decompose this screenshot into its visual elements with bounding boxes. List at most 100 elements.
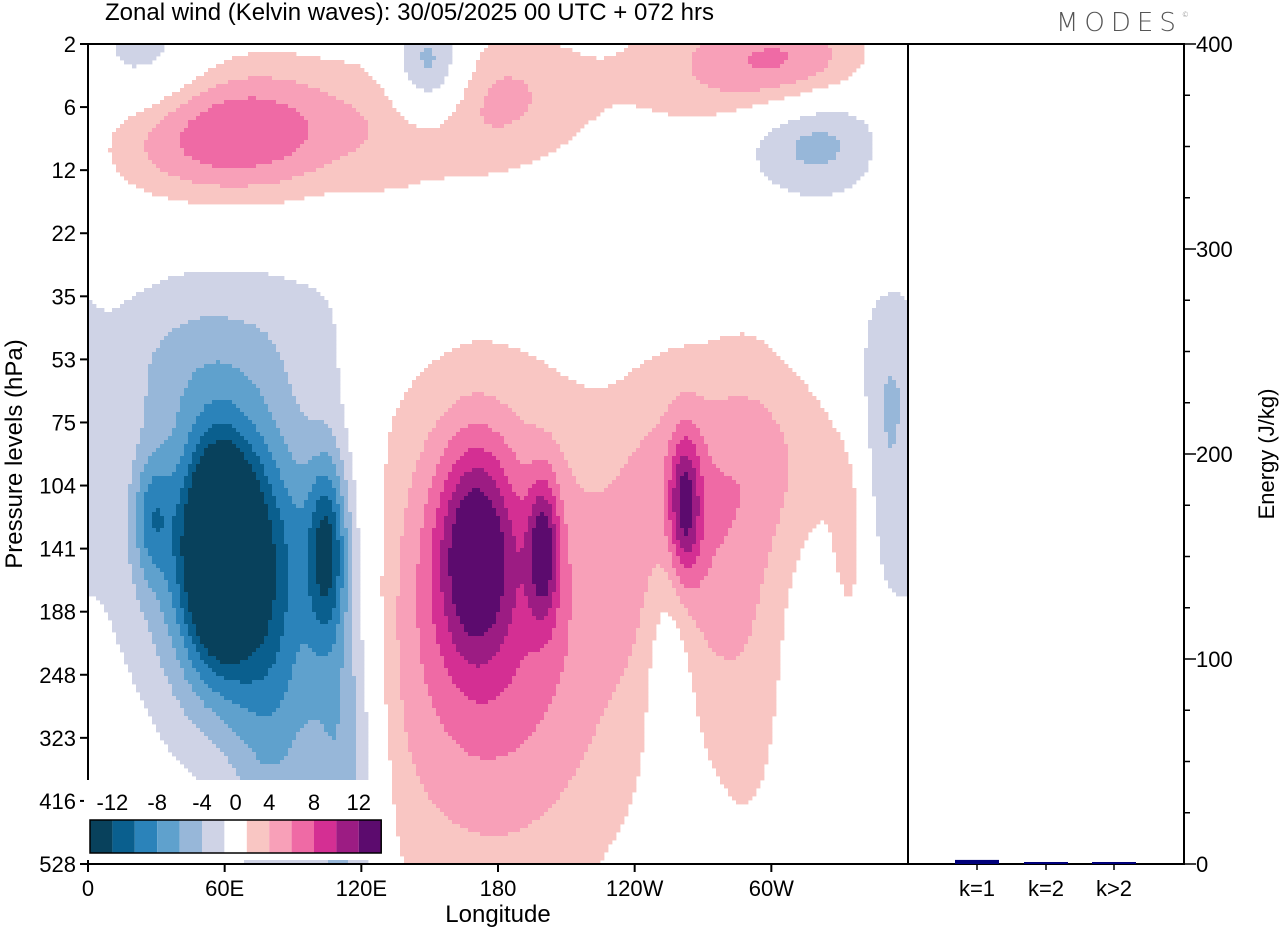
wind-cell bbox=[756, 156, 797, 161]
wind-cell bbox=[704, 536, 725, 541]
wind-cell bbox=[564, 520, 665, 525]
wind-cell bbox=[284, 436, 337, 441]
wind-cell bbox=[388, 708, 405, 713]
wind-cell bbox=[412, 384, 585, 389]
wind-cell bbox=[136, 184, 221, 189]
colorbar-label: 0 bbox=[229, 790, 241, 815]
wind-cell bbox=[152, 104, 181, 109]
colorbar-swatch bbox=[246, 820, 270, 853]
wind-cell bbox=[644, 604, 685, 609]
wind-cell bbox=[504, 504, 533, 509]
wind-cell bbox=[244, 320, 333, 325]
wind-cell bbox=[392, 780, 421, 785]
wind-cell bbox=[316, 548, 333, 553]
wind-cell bbox=[176, 420, 197, 425]
wind-cell bbox=[128, 512, 137, 517]
wind-cell bbox=[160, 600, 173, 605]
wind-cell bbox=[196, 724, 229, 729]
wind-cell bbox=[104, 604, 141, 609]
wind-cell bbox=[492, 504, 505, 509]
wind-cell bbox=[544, 712, 605, 717]
wind-cell bbox=[404, 48, 425, 53]
wind-cell bbox=[760, 164, 869, 169]
wind-cell bbox=[404, 512, 425, 517]
wind-cell bbox=[356, 744, 369, 749]
wind-cell bbox=[412, 756, 481, 761]
wind-cell bbox=[160, 508, 177, 513]
wind-cell bbox=[592, 736, 645, 741]
wind-cell bbox=[832, 48, 865, 53]
wind-cell bbox=[416, 376, 569, 381]
wind-cell bbox=[156, 528, 161, 533]
wind-cell bbox=[88, 552, 129, 557]
wind-cell bbox=[280, 704, 341, 709]
wind-cell bbox=[440, 564, 449, 569]
wind-cell bbox=[692, 516, 697, 521]
wind-cell bbox=[600, 720, 645, 725]
wind-cell bbox=[252, 380, 289, 385]
wind-cell bbox=[504, 532, 513, 537]
wind-cell bbox=[132, 296, 325, 301]
wind-cell bbox=[828, 60, 865, 65]
wind-cell bbox=[500, 524, 513, 529]
wind-cell bbox=[88, 576, 133, 581]
wind-cell bbox=[352, 636, 361, 641]
wind-cell bbox=[420, 548, 433, 553]
wind-cell bbox=[256, 452, 273, 457]
wind-cell bbox=[188, 492, 265, 497]
wind-cell bbox=[680, 516, 693, 521]
wind-cell bbox=[464, 656, 493, 661]
wind-cell bbox=[424, 784, 569, 789]
wind-cell bbox=[736, 800, 749, 805]
wind-cell bbox=[532, 96, 785, 101]
wind-cell bbox=[204, 72, 369, 77]
wind-cell bbox=[400, 404, 453, 409]
wind-cell bbox=[560, 564, 573, 569]
wind-cell bbox=[332, 736, 337, 741]
wind-cell bbox=[868, 432, 889, 437]
wind-cell bbox=[544, 496, 557, 501]
wind-cell bbox=[864, 348, 908, 353]
wind-cell bbox=[88, 308, 105, 313]
wind-cell bbox=[696, 444, 709, 449]
wind-cell bbox=[436, 636, 453, 641]
wind-cell bbox=[400, 560, 421, 565]
wind-cell bbox=[136, 532, 145, 537]
wind-cell bbox=[244, 436, 265, 441]
wind-cell bbox=[172, 552, 181, 557]
wind-cell bbox=[832, 56, 865, 61]
wind-cell bbox=[384, 536, 401, 541]
wind-cell bbox=[404, 68, 449, 73]
wind-cell bbox=[164, 116, 197, 121]
wind-cell bbox=[148, 372, 193, 377]
wind-cell bbox=[556, 568, 561, 573]
wind-cell bbox=[152, 160, 201, 165]
wind-cell bbox=[484, 116, 521, 121]
wind-cell bbox=[356, 776, 369, 781]
wind-cell bbox=[268, 448, 289, 453]
wind-cell bbox=[356, 108, 397, 113]
wind-cell bbox=[868, 424, 885, 429]
wind-cell bbox=[356, 696, 365, 701]
wind-cell bbox=[216, 64, 361, 69]
wind-cell bbox=[432, 604, 445, 609]
wind-cell bbox=[332, 616, 341, 621]
wind-cell bbox=[288, 596, 313, 601]
wind-cell bbox=[392, 420, 437, 425]
wind-cell bbox=[804, 160, 829, 165]
wind-cell bbox=[344, 612, 353, 617]
wind-cell bbox=[552, 592, 561, 597]
wind-cell bbox=[124, 652, 157, 657]
wind-cell bbox=[720, 776, 765, 781]
wind-cell bbox=[532, 732, 597, 737]
wind-cell bbox=[344, 548, 349, 553]
wind-cell bbox=[352, 648, 365, 653]
wind-cell bbox=[248, 52, 297, 57]
wind-cell bbox=[680, 580, 701, 585]
wind-cell bbox=[440, 124, 493, 129]
wind-cell bbox=[888, 580, 908, 585]
wind-cell bbox=[888, 436, 897, 441]
wind-cell bbox=[420, 648, 441, 653]
wind-cell bbox=[356, 724, 369, 729]
wind-cell bbox=[484, 100, 533, 105]
